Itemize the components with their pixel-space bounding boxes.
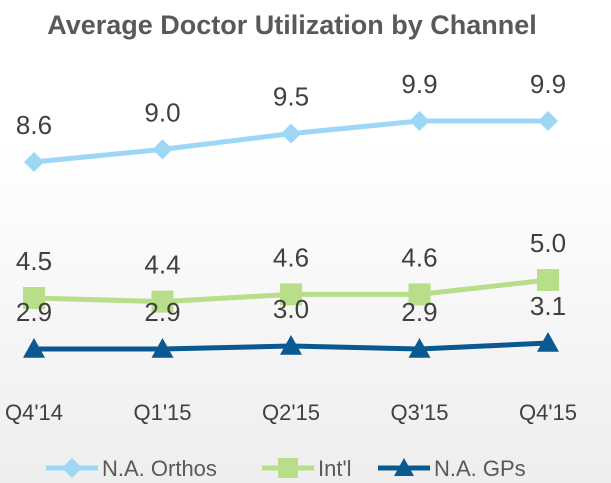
data-point	[281, 123, 301, 144]
data-label: 9.0	[144, 97, 180, 127]
data-point	[280, 283, 302, 306]
data-label: 2.9	[16, 297, 52, 327]
data-label: 3.0	[273, 294, 309, 324]
data-label: 2.9	[401, 297, 437, 327]
data-label: 8.6	[16, 110, 52, 140]
legend-label: N.A. GPs	[434, 456, 526, 481]
x-tick-label: Q3'15	[390, 400, 448, 425]
legend-label: Int'l	[318, 456, 352, 481]
data-point	[538, 111, 558, 132]
data-point	[408, 338, 431, 358]
data-label: 4.6	[273, 242, 309, 272]
legend-marker	[62, 458, 82, 478]
data-point	[151, 290, 174, 313]
legend-label: N.A. Orthos	[102, 456, 217, 481]
data-label: 4.4	[144, 250, 180, 280]
data-label: 4.6	[401, 242, 437, 272]
data-point	[23, 287, 45, 309]
data-point	[408, 283, 431, 306]
data-point	[152, 139, 173, 160]
data-label: 5.0	[530, 228, 566, 258]
data-point	[409, 111, 430, 132]
x-tick-label: Q1'15	[133, 400, 191, 425]
legend-marker	[394, 458, 414, 476]
data-point	[151, 338, 174, 358]
data-label: 9.5	[273, 82, 309, 112]
data-point	[24, 152, 44, 172]
legend-marker	[278, 458, 298, 478]
data-label: 4.5	[16, 246, 52, 276]
data-label: 9.9	[401, 69, 437, 99]
data-point	[23, 338, 45, 358]
data-point	[280, 335, 302, 355]
x-tick-label: Q4'15	[519, 400, 577, 425]
x-tick-label: Q2'15	[262, 400, 320, 425]
data-label: 2.9	[144, 297, 180, 327]
x-axis-ticks: Q4'14 Q1'15 Q2'15 Q3'15 Q4'15	[5, 400, 577, 425]
data-point	[537, 332, 559, 352]
x-tick-label: Q4'14	[5, 400, 63, 425]
plot-area: 8.6 9.0 9.5 9.9 9.9 4.5 4.4 4.6 4.6 5.0 2.9 2.9 3.0 2…	[16, 69, 566, 358]
data-point	[537, 269, 559, 291]
legend: N.A. Orthos Int'l N.A. GPs	[46, 456, 526, 481]
data-label: 9.9	[530, 69, 566, 99]
data-label: 3.1	[530, 291, 566, 321]
chart-title: Average Doctor Utilization by Channel	[47, 10, 537, 40]
